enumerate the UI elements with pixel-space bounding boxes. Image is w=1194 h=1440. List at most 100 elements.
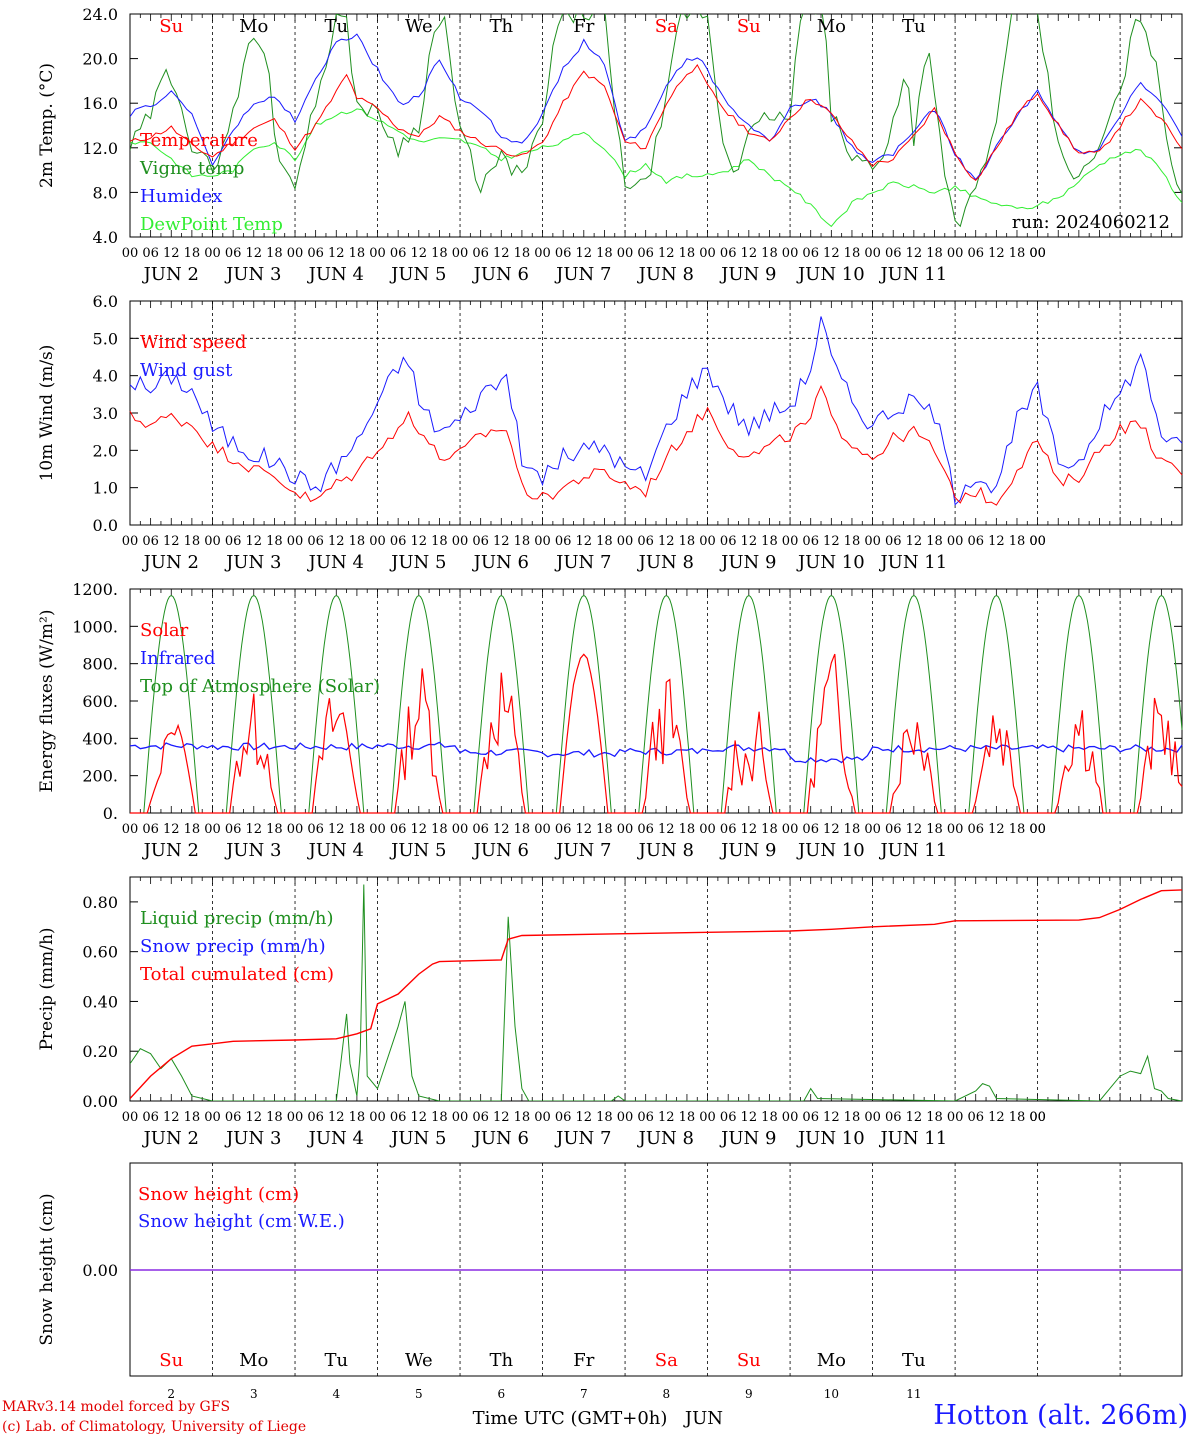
x-hour-label: 00 xyxy=(204,822,221,837)
y-tick-label: 0.20 xyxy=(82,1042,118,1061)
legend-entry: Vigne temp xyxy=(139,158,244,179)
series-top-of-atmosphere xyxy=(130,594,1183,814)
x-hour-label: 12 xyxy=(741,534,758,549)
x-hour-label: 00 xyxy=(452,1110,469,1125)
x-date-label: JUN 6 xyxy=(472,264,529,285)
x-hour-label: 06 xyxy=(967,534,984,549)
y-axis-label: 10m Wind (m/s) xyxy=(37,345,57,482)
day-of-week-label: Sa xyxy=(655,16,678,37)
x-date-label: JUN 10 xyxy=(796,840,865,861)
x-hour-label: 06 xyxy=(472,534,489,549)
x-date-label: JUN 7 xyxy=(554,1128,611,1149)
day-of-week-label: Su xyxy=(159,16,183,37)
x-hour-label: 00 xyxy=(452,534,469,549)
x-hour-label: 00 xyxy=(1029,534,1046,549)
y-tick-label: 800. xyxy=(82,655,118,674)
x-hour-label: 18 xyxy=(761,1110,778,1125)
day-of-week-label: Tu xyxy=(902,1350,926,1371)
energy-plot-frame xyxy=(129,588,1183,814)
x-hour-label: 00 xyxy=(1029,246,1046,261)
day-of-week-label: Mo xyxy=(239,16,268,37)
series-humidex xyxy=(130,33,1182,181)
x-hour-label: 12 xyxy=(906,534,923,549)
x-date-label: JUN 11 xyxy=(878,552,947,573)
x-hour-label: 06 xyxy=(802,822,819,837)
x-hour-label: 06 xyxy=(307,822,324,837)
x-hour-label: 12 xyxy=(163,822,180,837)
x-hour-label: 06 xyxy=(802,534,819,549)
x-date-label: JUN 3 xyxy=(224,840,281,861)
series-wind-gust xyxy=(129,316,1183,506)
x-hour-label: 00 xyxy=(864,534,881,549)
series-vigne-temp xyxy=(130,14,1182,228)
x-hour-label: 18 xyxy=(514,246,531,261)
x-hour-label: 06 xyxy=(637,822,654,837)
x-date-label: JUN 5 xyxy=(389,264,446,285)
day-number-label: 4 xyxy=(332,1387,340,1401)
x-hour-label: 12 xyxy=(163,534,180,549)
x-hour-label: 18 xyxy=(1009,534,1026,549)
y-axis-label: Snow height (cm) xyxy=(37,1193,57,1345)
legend-entry: Temperature xyxy=(140,130,258,151)
y-tick-label: 1.0 xyxy=(93,479,118,498)
x-hour-label: 18 xyxy=(514,1110,531,1125)
day-of-week-label: Mo xyxy=(817,1350,846,1371)
day-number-label: 11 xyxy=(906,1387,921,1401)
precip-series-group xyxy=(130,884,1182,1101)
x-hour-label: 12 xyxy=(658,246,675,261)
x-hour-label: 12 xyxy=(658,822,675,837)
x-date-label: JUN 7 xyxy=(554,840,611,861)
x-date-label: JUN 9 xyxy=(719,552,776,573)
legend-entry: Total cumulated (cm) xyxy=(140,964,334,985)
day-number-label: 2 xyxy=(167,1387,175,1401)
x-hour-label: 18 xyxy=(926,1110,943,1125)
x-hour-label: 06 xyxy=(307,1110,324,1125)
y-tick-label: 4.0 xyxy=(93,228,118,247)
x-hour-label: 12 xyxy=(906,1110,923,1125)
legend-entry: DewPoint Temp xyxy=(140,214,283,235)
y-tick-label: 600. xyxy=(82,692,118,711)
x-hour-label: 12 xyxy=(493,822,510,837)
x-hour-label: 06 xyxy=(885,822,902,837)
x-hour-label: 18 xyxy=(431,246,448,261)
x-hour-label: 12 xyxy=(906,246,923,261)
x-hour-label: 06 xyxy=(885,1110,902,1125)
y-axis-label: 2m Temp. (°C) xyxy=(37,63,57,188)
x-hour-label: 06 xyxy=(142,1110,159,1125)
day-of-week-label: We xyxy=(405,1350,433,1371)
x-hour-label: 06 xyxy=(720,1110,737,1125)
day-of-week-label: Tu xyxy=(324,1350,348,1371)
x-hour-label: 12 xyxy=(988,822,1005,837)
y-tick-label: 1000. xyxy=(72,617,118,636)
x-hour-label: 18 xyxy=(926,822,943,837)
day-of-week-label: Th xyxy=(489,1350,513,1371)
temperature-panel: 4.0 8.0 12.0 16.0 20.0 24.0 2m Temp. (°C) Su Mo T… xyxy=(37,5,1183,285)
legend-entry: Solar xyxy=(140,620,189,641)
x-hour-label: 06 xyxy=(555,534,572,549)
day-of-week-label: Sa xyxy=(655,1350,678,1371)
day-of-week-label: Su xyxy=(737,16,761,37)
x-hour-label: 00 xyxy=(287,246,304,261)
x-date-label: JUN 8 xyxy=(637,552,694,573)
x-hour-label: 00 xyxy=(534,534,551,549)
series-liquid-precip-mm-h- xyxy=(130,884,1182,1101)
legend-entry: Wind speed xyxy=(140,332,246,353)
x-hour-label: 12 xyxy=(245,246,262,261)
x-hour-label: 00 xyxy=(534,246,551,261)
x-hour-label: 18 xyxy=(596,246,613,261)
x-hour-label: 00 xyxy=(864,246,881,261)
x-date-label: JUN 11 xyxy=(878,1128,947,1149)
y-axis-label: Energy fluxes (W/m²) xyxy=(37,610,57,793)
day-of-week-label: Mo xyxy=(817,16,846,37)
x-hour-label: 06 xyxy=(472,1110,489,1125)
x-hour-label: 06 xyxy=(142,246,159,261)
x-hour-label: 00 xyxy=(782,1110,799,1125)
day-number-label: 3 xyxy=(250,1387,258,1401)
x-hour-label: 06 xyxy=(720,246,737,261)
x-hour-label: 00 xyxy=(204,246,221,261)
x-hour-label: 06 xyxy=(142,534,159,549)
x-hour-label: 00 xyxy=(369,534,386,549)
x-hour-label: 18 xyxy=(1009,822,1026,837)
x-hour-label: 00 xyxy=(204,534,221,549)
x-hour-label: 12 xyxy=(493,246,510,261)
